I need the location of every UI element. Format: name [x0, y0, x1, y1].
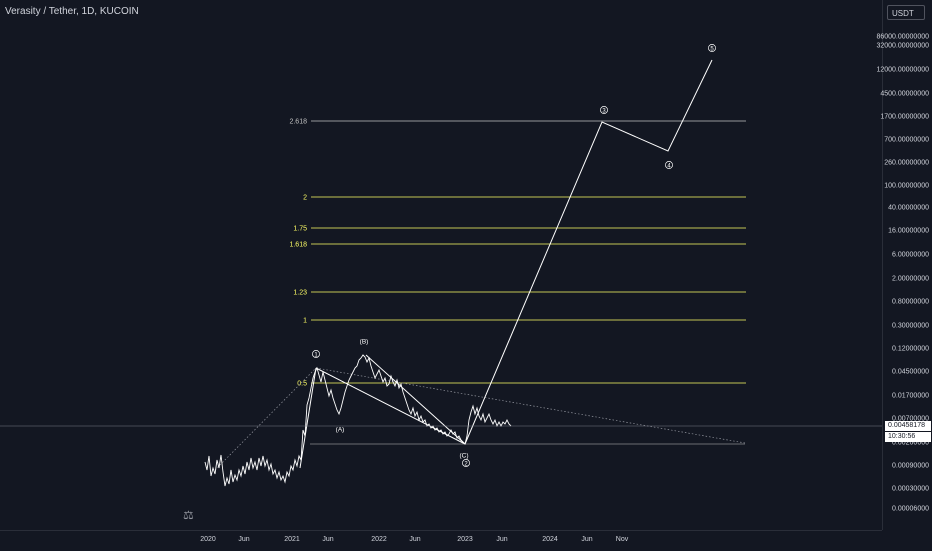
wave-label: 1 — [314, 352, 318, 358]
wave-label-circle — [708, 44, 716, 52]
wedge-lower-line — [365, 354, 466, 445]
wave-label: 5 — [710, 46, 714, 52]
price-tick-label: 100.00000000 — [884, 182, 929, 190]
chart-title: Verasity / Tether, 1D, KUCOIN — [5, 6, 139, 17]
price-tick-label: 0.00700000 — [892, 415, 929, 423]
wave-label-circle — [600, 106, 608, 114]
time-tick-label: 2020 — [200, 536, 216, 543]
dotted-trendline-descending — [315, 367, 746, 444]
dotted-trendline — [214, 367, 317, 471]
time-tick-label: Jun — [238, 536, 250, 543]
fib-level-label: 1.75 — [293, 226, 307, 233]
price-tick-label: 86000.00000000 — [876, 33, 929, 41]
time-tick-label: 2022 — [371, 536, 387, 543]
wave-label: 3 — [602, 108, 606, 114]
tradingview-logo-icon[interactable]: ⚖ — [183, 508, 194, 522]
time-tick-label: Jun — [581, 536, 593, 543]
wedge-left-line — [299, 367, 317, 469]
wave-label: (C) — [459, 452, 468, 459]
time-tick-label: 2021 — [284, 536, 300, 543]
wave-label: (A) — [336, 426, 345, 433]
fib-level-label: 2.618 — [289, 119, 307, 126]
time-tick-label: Jun — [409, 536, 421, 543]
price-axis[interactable]: USDT 86000.00000000 32000.00000000 12000.0… — [876, 0, 932, 530]
wave-projection-path — [464, 59, 713, 445]
time-tick-label: 2023 — [457, 536, 473, 543]
wave-labels: 1 (B) (A) (C) 2 3 4 5 — [312, 44, 716, 467]
price-tick-label: 0.04500000 — [892, 368, 929, 376]
wave-label: 4 — [667, 163, 671, 169]
bar-countdown: 10:30:56 — [885, 432, 931, 442]
time-tick-label: Jun — [496, 536, 508, 543]
price-tick-label: 0.30000000 — [892, 322, 929, 330]
wave-label-circle — [665, 161, 673, 169]
chart-canvas[interactable]: 2.618 2 1.75 1.618 1.23 1 0.5 1 (B) (A) (C) 2 3 4 5 — [0, 0, 882, 530]
current-price-badge: 0.00458178 — [885, 421, 931, 431]
price-series — [204, 354, 512, 487]
fib-level-label: 0.5 — [297, 381, 307, 388]
fib-levels: 2.618 2 1.75 1.618 1.23 1 0.5 — [289, 119, 746, 388]
wave-label: 2 — [464, 461, 468, 467]
time-tick-label: Jun — [322, 536, 334, 543]
price-tick-label: 16.00000000 — [888, 227, 929, 235]
price-tick-label: 0.00030000 — [892, 485, 929, 493]
price-tick-label: 0.00090000 — [892, 462, 929, 470]
price-tick-label: 0.00006000 — [892, 505, 929, 513]
price-tick-label: 0.80000000 — [892, 298, 929, 306]
wave-label-circle — [462, 459, 470, 467]
wave-label: (B) — [360, 338, 369, 345]
price-tick-label: 6.00000000 — [892, 251, 929, 259]
price-tick-label: 40.00000000 — [888, 204, 929, 212]
price-tick-label: 700.00000000 — [884, 136, 929, 144]
time-axis[interactable]: 2020 Jun 2021 Jun 2022 Jun 2023 Jun 2024 Jun Nov — [0, 530, 882, 551]
time-tick-label: 2024 — [542, 536, 558, 543]
fib-level-label: 2 — [303, 195, 307, 202]
price-tick-label: 0.12000000 — [892, 345, 929, 353]
time-tick-label: Nov — [615, 536, 629, 543]
fib-level-label: 1.618 — [289, 242, 307, 249]
price-tick-label: 12000.00000000 — [876, 66, 929, 74]
wave-label-circle — [312, 350, 320, 358]
price-tick-label: 2.00000000 — [892, 275, 929, 283]
price-tick-label: 1700.00000000 — [880, 113, 929, 121]
price-tick-label: 0.00260000 — [892, 439, 929, 447]
fib-level-label: 1 — [303, 318, 307, 325]
price-tick-label: 4500.00000000 — [880, 90, 929, 98]
price-tick-label: 260.00000000 — [884, 159, 929, 167]
fib-level-label: 1.23 — [293, 290, 307, 297]
price-tick-label: 0.01700000 — [892, 392, 929, 400]
currency-label[interactable]: USDT — [887, 5, 925, 20]
price-tick-label: 32000.00000000 — [876, 42, 929, 50]
